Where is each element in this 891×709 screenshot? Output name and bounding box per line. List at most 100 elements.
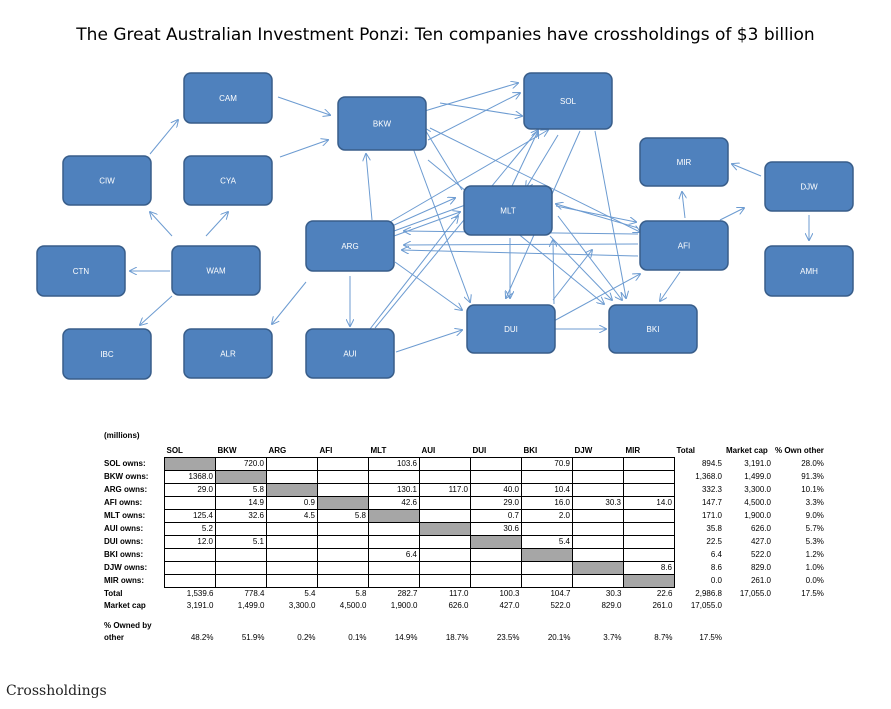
- row-market-cap: 3,300.0: [744, 485, 771, 494]
- table-cell: 70.9: [521, 457, 573, 471]
- table-cell: [470, 457, 522, 471]
- node-label: CAM: [219, 94, 237, 103]
- table-cell: [419, 522, 471, 536]
- holding-arrow: [279, 140, 328, 158]
- spacer-cell: [102, 612, 165, 620]
- table-row: MIR owns: 0.0 261.0 0.0%: [102, 574, 826, 588]
- table-cell: 3.7%: [603, 633, 622, 642]
- node-box: [764, 161, 854, 212]
- table-cell: [419, 470, 471, 484]
- col-header: % Own other: [775, 446, 824, 456]
- table-cell: [317, 522, 369, 536]
- col-header: DJW: [574, 446, 593, 455]
- row-label: MIR owns:: [104, 576, 144, 585]
- table-cell: [266, 522, 318, 536]
- table-cell: [521, 561, 573, 575]
- table-cell: [572, 522, 624, 536]
- col-header: ARG: [268, 446, 287, 455]
- holding-arrow: [660, 271, 681, 301]
- row-label: AUI owns:: [104, 524, 144, 533]
- row-total: 35.8: [706, 524, 722, 533]
- row-label: MLT owns:: [104, 511, 146, 520]
- table-cell: [419, 509, 471, 523]
- company-node-mir: MIR: [639, 137, 729, 187]
- company-node-mlt: MLT: [463, 185, 553, 236]
- row-label: SOL owns:: [104, 459, 146, 468]
- table-cell: 626.0: [448, 601, 469, 610]
- table-cell: 5.1: [215, 535, 267, 549]
- holding-arrow: [526, 134, 559, 188]
- company-node-dui: DUI: [466, 304, 556, 354]
- table-cell: 1368.0: [164, 470, 216, 484]
- col-header: MIR: [625, 446, 641, 455]
- row-pct-own-other: 28.0%: [801, 459, 824, 468]
- company-node-sol: SOL: [523, 72, 613, 130]
- company-node-aui: AUI: [305, 328, 395, 379]
- row-pct-own-other: 91.3%: [801, 472, 824, 481]
- row-market-cap: 829.0: [750, 563, 771, 572]
- node-box: [305, 328, 395, 379]
- table-cell: [164, 496, 216, 510]
- node-label: CTN: [73, 267, 90, 276]
- table-cell: [368, 535, 420, 549]
- table-cell: 0.2%: [297, 633, 316, 642]
- holding-arrow: [140, 295, 173, 325]
- row-total: 2,986.8: [695, 588, 722, 598]
- row-total: 1,368.0: [695, 472, 722, 481]
- row-label: Total: [104, 588, 123, 598]
- table-cell: [521, 574, 573, 588]
- table-row: BKI owns: 6.4 6.4 522.0 1.2%: [102, 548, 826, 562]
- table-cell: 14.9%: [394, 633, 418, 642]
- holding-arrow: [272, 281, 307, 324]
- holding-arrow: [391, 198, 455, 227]
- row-total: 147.7: [701, 498, 722, 507]
- table-cell: [572, 470, 624, 484]
- table-cell: [266, 535, 318, 549]
- node-label: AUI: [343, 350, 356, 359]
- node-box: [463, 185, 553, 236]
- row-total: 22.5: [706, 537, 722, 546]
- row-total: 8.6: [710, 563, 722, 572]
- table-cell: 282.7: [397, 589, 418, 598]
- node-label: WAM: [206, 267, 226, 276]
- pct-owned-label-row: % Owned by: [102, 620, 826, 632]
- row-market-cap: 427.0: [750, 537, 771, 546]
- holding-arrow: [719, 208, 744, 221]
- row-pct-own-other: 9.0%: [805, 511, 824, 520]
- table-cell: 18.7%: [445, 633, 469, 642]
- holding-arrow: [404, 244, 639, 245]
- table-cell: 130.1: [368, 483, 420, 497]
- row-market-cap: 1,900.0: [744, 511, 771, 520]
- holding-arrow: [427, 93, 520, 141]
- col-header: SOL: [166, 446, 183, 455]
- row-market-cap: 261.0: [750, 576, 771, 585]
- table-cell: [419, 535, 471, 549]
- holding-arrow: [369, 216, 458, 330]
- table-cell: [419, 496, 471, 510]
- node-label: MLT: [500, 207, 516, 216]
- node-box: [171, 245, 261, 296]
- holding-arrow: [374, 130, 538, 329]
- node-box: [183, 328, 273, 379]
- holding-arrow: [551, 274, 640, 323]
- table-cell: [572, 457, 624, 471]
- table-cell: [215, 548, 267, 562]
- table-cell: 0.9: [266, 496, 318, 510]
- node-label: BKI: [647, 325, 660, 334]
- table-cell: [623, 457, 675, 471]
- table-cell: 0.7: [470, 509, 522, 523]
- row-pct-own-other: 1.0%: [805, 563, 824, 572]
- table-cell: 4,500.0: [339, 601, 367, 610]
- table-cell: [623, 509, 675, 523]
- table-row: BKW owns: 1368.0 1,368.0 1,499.0 91.3%: [102, 470, 826, 484]
- company-node-bki: BKI: [608, 304, 698, 354]
- col-header: Market cap: [726, 446, 768, 456]
- table-cell: [368, 509, 420, 523]
- units-label: (millions): [104, 431, 140, 440]
- node-box: [466, 304, 556, 354]
- table-cell: 125.4: [164, 509, 216, 523]
- holding-arrow: [429, 127, 640, 232]
- row-market-cap: 1,499.0: [744, 472, 771, 481]
- table-cell: 30.3: [605, 589, 622, 598]
- table-cell: 1,900.0: [390, 601, 418, 610]
